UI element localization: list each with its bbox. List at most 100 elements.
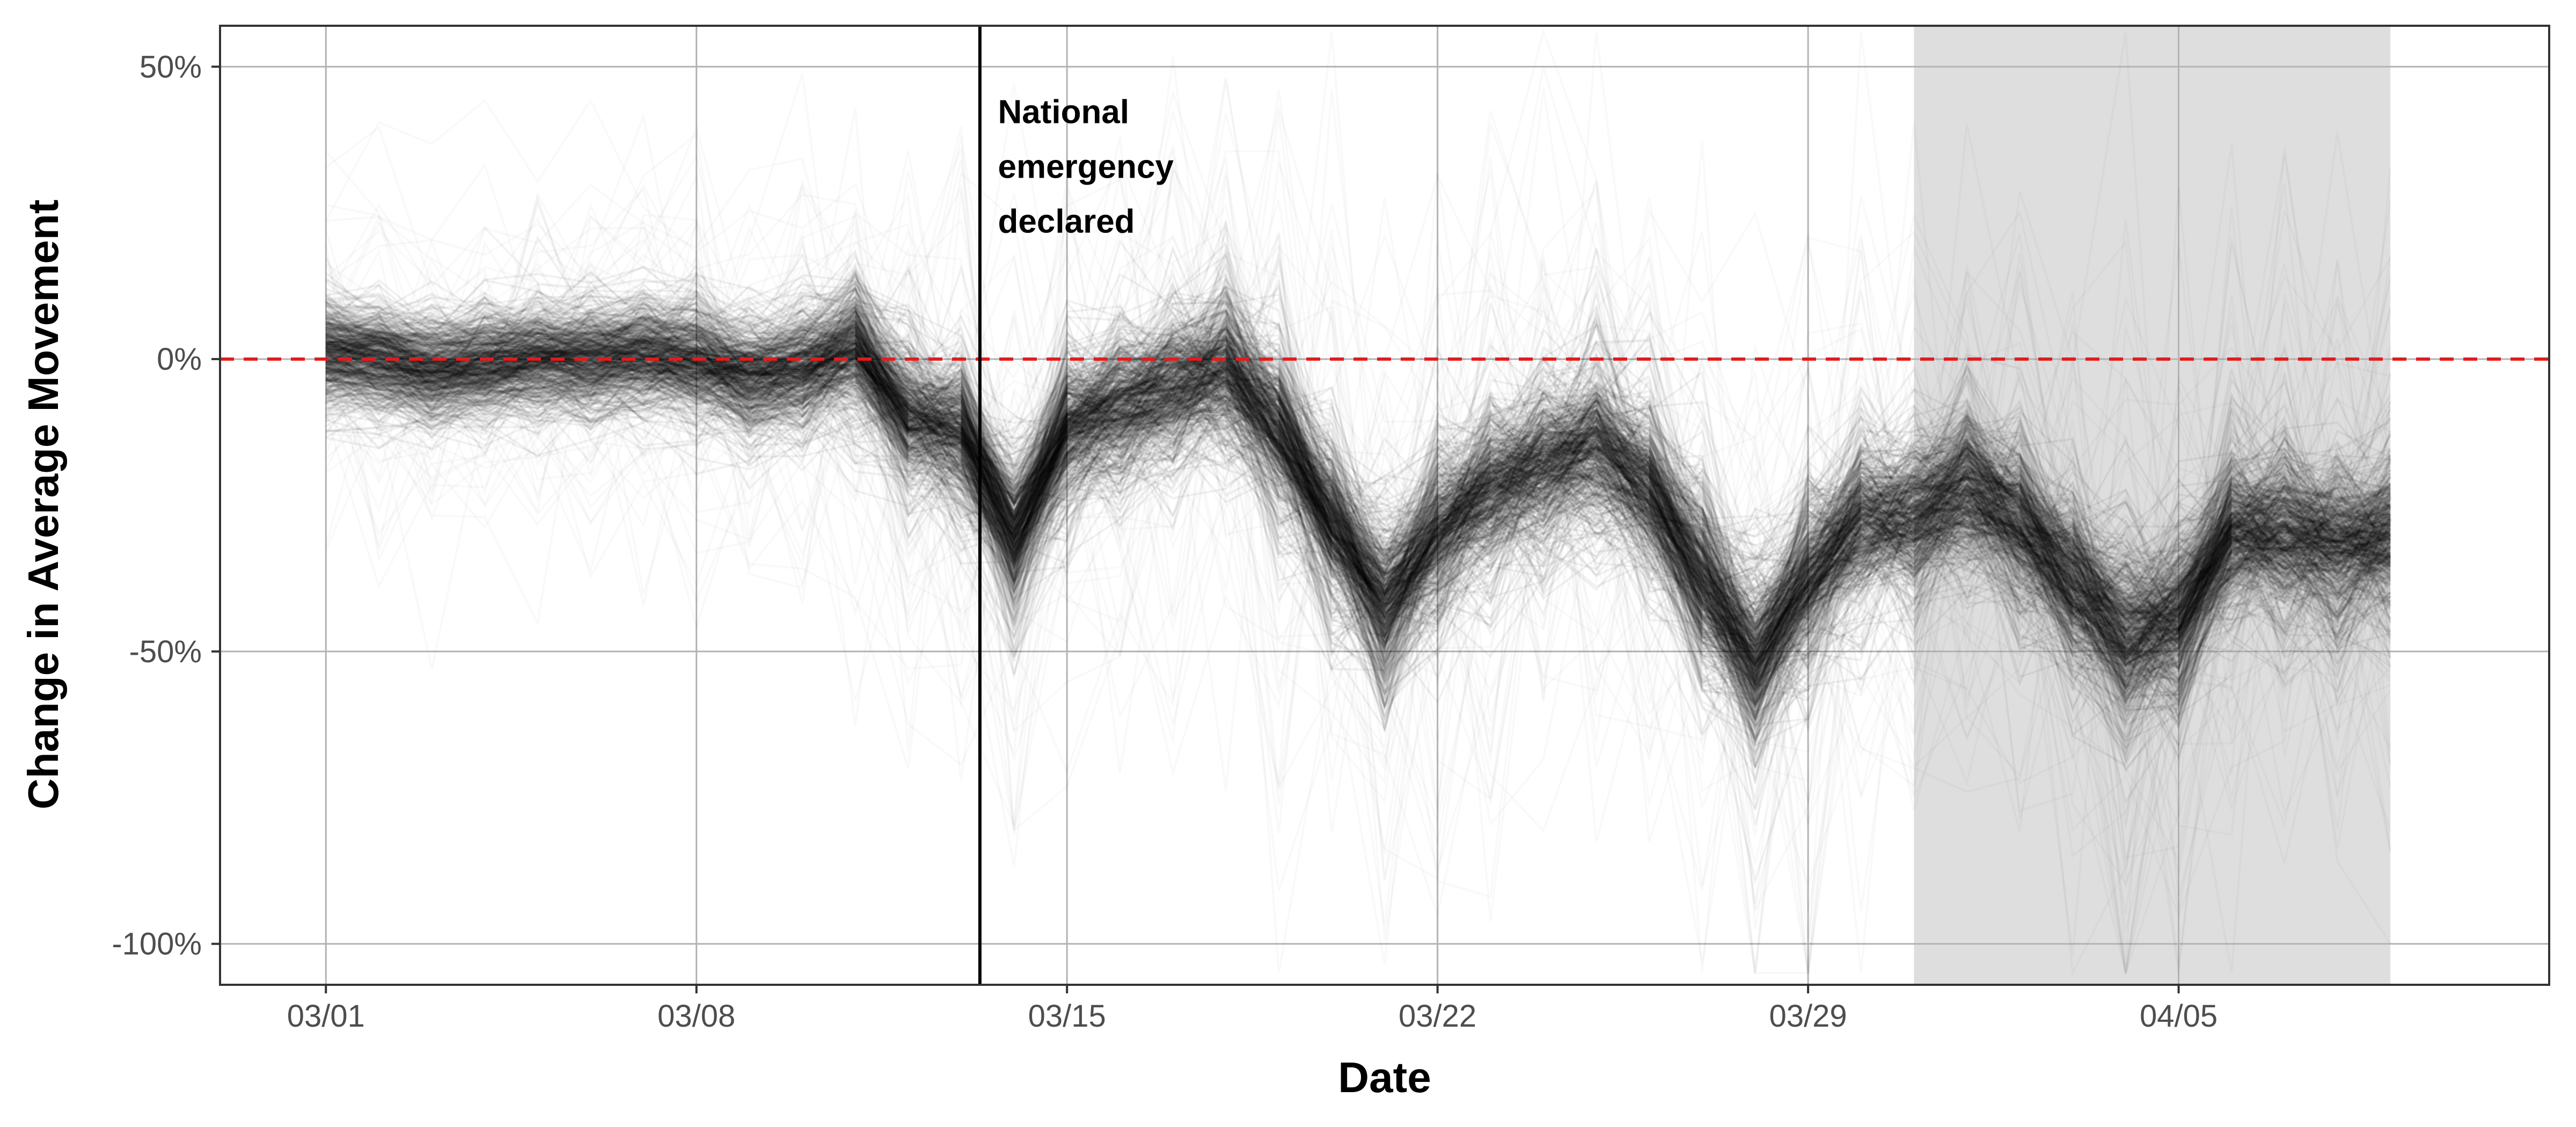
region-line	[325, 315, 2391, 662]
region-line	[325, 336, 2391, 740]
region-line	[325, 352, 2391, 705]
region-line	[325, 341, 2391, 661]
region-line	[326, 339, 2391, 651]
region-line	[325, 336, 2392, 701]
region-line	[326, 330, 2391, 772]
region-line	[325, 340, 2391, 721]
annotation-line: declared	[998, 203, 1135, 240]
region-line	[325, 310, 2391, 646]
region-line	[325, 306, 2391, 684]
region-line	[325, 261, 2391, 686]
region-line	[325, 335, 2391, 691]
region-line	[325, 331, 2391, 726]
region-line	[325, 325, 2391, 649]
region-line	[325, 315, 2391, 677]
region-line	[325, 333, 2391, 704]
region-line	[325, 272, 2391, 654]
region-line	[326, 306, 2391, 653]
region-line	[326, 345, 2391, 672]
region-line	[325, 311, 2391, 683]
region-line	[325, 330, 2391, 668]
region-line	[325, 364, 2391, 669]
region-line	[325, 296, 2391, 682]
region-line	[326, 306, 2391, 636]
region-line	[325, 314, 2391, 717]
region-line	[325, 305, 2391, 603]
region-line	[326, 327, 2391, 655]
region-line	[326, 341, 2391, 692]
region-line	[326, 310, 2391, 667]
region-line	[326, 349, 2391, 741]
annotation-line: emergency	[998, 149, 1174, 186]
region-line	[326, 356, 2391, 703]
region-line	[325, 300, 2391, 650]
region-line	[325, 295, 2391, 668]
region-line	[326, 321, 2391, 670]
region-line	[325, 334, 2391, 723]
region-line	[325, 291, 2391, 682]
region-line	[325, 302, 2391, 692]
region-line	[326, 321, 2391, 709]
region-line	[325, 327, 2391, 660]
region-line	[326, 330, 2391, 717]
region-line	[325, 325, 2392, 682]
region-line	[325, 338, 2391, 645]
series-layer	[325, 218, 2392, 885]
region-line	[325, 353, 2391, 670]
region-line	[325, 325, 2391, 721]
region-line	[325, 271, 2392, 700]
region-line	[325, 305, 2391, 636]
region-line	[326, 339, 2391, 694]
region-line	[325, 332, 2391, 698]
region-line	[325, 299, 2391, 722]
region-line	[325, 329, 2391, 663]
region-line	[326, 335, 2391, 669]
region-line	[325, 305, 2392, 648]
region-line	[326, 316, 2391, 684]
region-line	[326, 370, 2391, 764]
region-line	[325, 282, 2391, 631]
region-line	[325, 344, 2391, 695]
region-line	[326, 361, 2391, 689]
region-line	[325, 254, 2391, 634]
region-line	[325, 321, 2391, 668]
region-line	[325, 384, 2391, 805]
region-line	[326, 328, 2391, 691]
region-line	[325, 350, 2392, 691]
region-line	[325, 329, 2391, 698]
region-line	[325, 352, 2391, 673]
region-line	[326, 320, 2391, 648]
region-line	[326, 258, 2391, 697]
region-line	[325, 336, 2391, 652]
region-line	[325, 270, 2391, 650]
y-axis-title: Change in Average Movement	[19, 200, 67, 810]
region-line	[325, 312, 2391, 689]
region-line	[325, 342, 2391, 690]
region-line	[326, 295, 2391, 671]
region-line	[325, 284, 2391, 689]
region-line	[325, 302, 2391, 700]
region-line	[326, 294, 2391, 631]
region-line	[325, 339, 2391, 670]
region-line	[325, 261, 2391, 710]
region-line	[326, 339, 2391, 709]
region-line	[325, 321, 2391, 633]
region-line	[326, 350, 2391, 723]
region-line	[325, 305, 2391, 743]
region-line	[325, 292, 2391, 699]
region-line	[325, 303, 2391, 690]
region-line	[325, 343, 2391, 825]
region-line	[326, 353, 2391, 751]
region-line	[326, 358, 2391, 667]
region-line	[325, 336, 2391, 729]
region-line	[325, 283, 2391, 641]
region-line	[325, 334, 2391, 696]
region-line	[325, 352, 2392, 724]
region-line	[325, 333, 2391, 636]
region-line	[326, 323, 2391, 700]
region-line	[325, 270, 2391, 717]
region-line	[325, 328, 2392, 685]
region-line	[325, 392, 2391, 711]
region-line	[325, 288, 2391, 705]
region-line	[326, 325, 2392, 682]
